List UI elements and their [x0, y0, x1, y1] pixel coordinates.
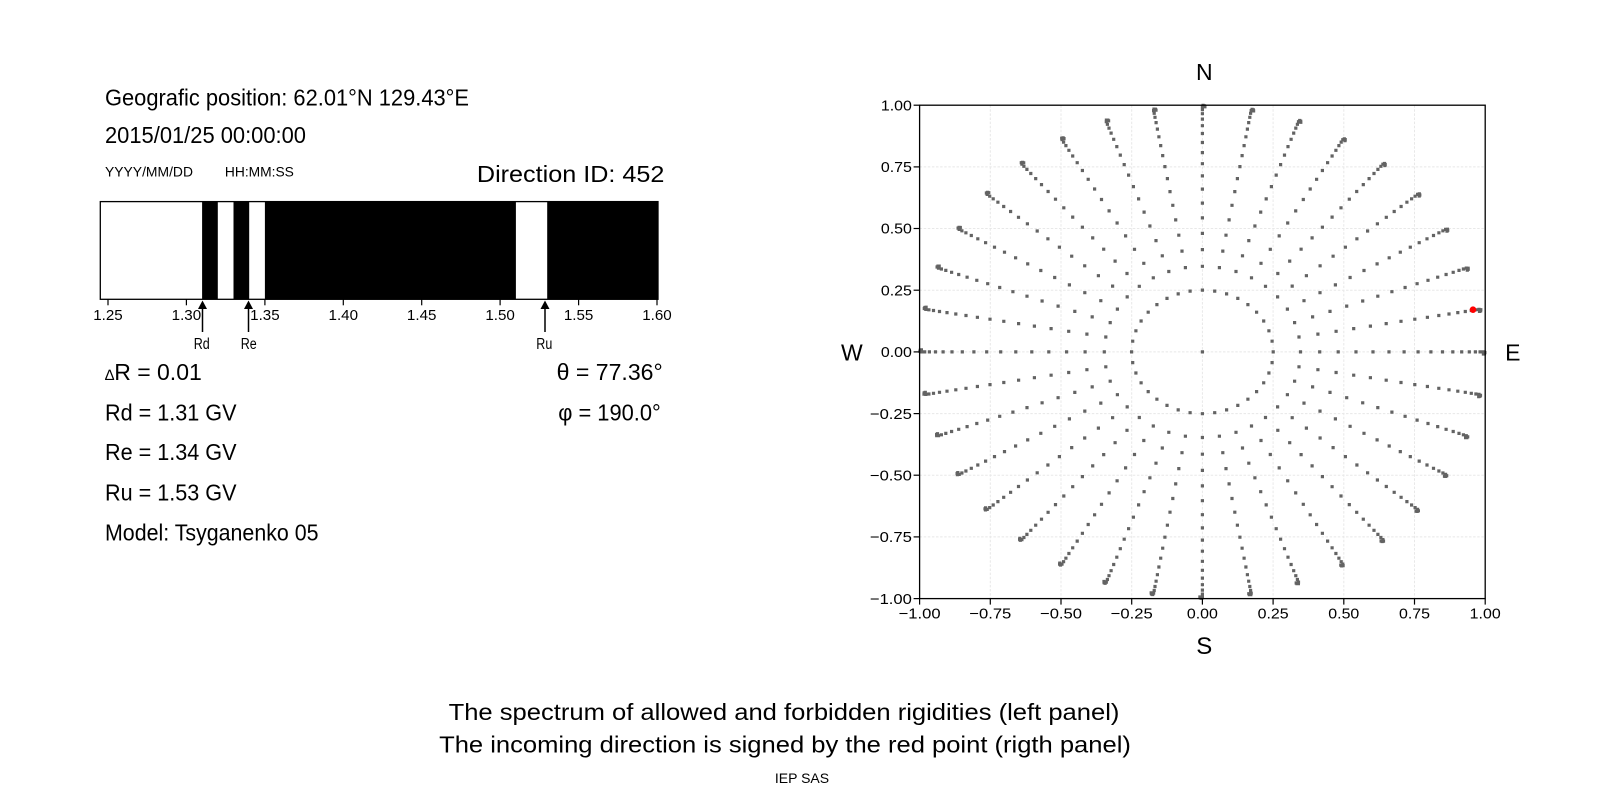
- svg-text:θ = 77.36°: θ = 77.36°: [557, 359, 663, 385]
- svg-text:Re: Re: [241, 336, 257, 353]
- svg-text:1.45: 1.45: [407, 308, 437, 324]
- svg-text:−0.25: −0.25: [870, 406, 912, 423]
- svg-text:1.50: 1.50: [485, 308, 515, 324]
- svg-text:0.00: 0.00: [1187, 606, 1218, 623]
- svg-text:−0.75: −0.75: [870, 529, 912, 546]
- svg-text:0.50: 0.50: [1328, 606, 1359, 623]
- svg-text:The spectrum of allowed and fo: The spectrum of allowed and forbidden ri…: [449, 699, 1120, 725]
- svg-text:Rd: Rd: [194, 336, 210, 353]
- svg-text:−1.00: −1.00: [899, 606, 941, 623]
- svg-text:The incoming direction is sign: The incoming direction is signed by the …: [439, 731, 1131, 757]
- svg-text:−0.50: −0.50: [1040, 606, 1082, 623]
- svg-text:0.50: 0.50: [881, 221, 912, 238]
- svg-text:−0.75: −0.75: [969, 606, 1011, 623]
- svg-text:0.25: 0.25: [1258, 606, 1289, 623]
- svg-text:1.55: 1.55: [564, 308, 594, 324]
- svg-text:IEP SAS: IEP SAS: [775, 770, 829, 786]
- svg-text:0.25: 0.25: [881, 282, 912, 299]
- svg-text:Re = 1.34 GV: Re = 1.34 GV: [105, 439, 237, 465]
- svg-text:0.75: 0.75: [881, 159, 912, 176]
- svg-text:0.00: 0.00: [881, 344, 912, 361]
- svg-text:−1.00: −1.00: [870, 591, 912, 608]
- svg-text:S: S: [1196, 633, 1212, 660]
- svg-text:1.00: 1.00: [1470, 606, 1501, 623]
- svg-text:−0.50: −0.50: [870, 467, 912, 484]
- svg-text:∆R = 0.01: ∆R = 0.01: [105, 359, 202, 385]
- svg-text:N: N: [1196, 59, 1213, 85]
- svg-text:YYYY/MM/DD: YYYY/MM/DD: [105, 165, 193, 180]
- svg-text:Rd = 1.31 GV: Rd = 1.31 GV: [105, 400, 237, 426]
- svg-text:0.75: 0.75: [1399, 606, 1430, 623]
- svg-text:W: W: [841, 339, 863, 365]
- svg-text:Model: Tsyganenko 05: Model: Tsyganenko 05: [105, 519, 319, 545]
- svg-text:1.40: 1.40: [329, 308, 359, 324]
- svg-text:E: E: [1505, 339, 1520, 365]
- svg-text:Ru: Ru: [536, 336, 552, 353]
- svg-text:1.00: 1.00: [881, 97, 912, 114]
- svg-text:1.35: 1.35: [250, 308, 280, 324]
- svg-text:−0.25: −0.25: [1111, 606, 1153, 623]
- svg-text:1.30: 1.30: [172, 308, 202, 324]
- svg-text:Ru = 1.53 GV: Ru = 1.53 GV: [105, 479, 237, 505]
- svg-text:HH:MM:SS: HH:MM:SS: [225, 165, 294, 180]
- svg-text:Direction ID: 452: Direction ID: 452: [477, 161, 664, 187]
- svg-text:φ = 190.0°: φ = 190.0°: [558, 400, 661, 426]
- svg-text:1.60: 1.60: [642, 308, 672, 324]
- svg-text:2015/01/25 00:00:00: 2015/01/25 00:00:00: [105, 122, 306, 148]
- svg-text:1.25: 1.25: [93, 308, 123, 324]
- svg-text:Geografic position: 62.01°N 12: Geografic position: 62.01°N 129.43°E: [105, 85, 469, 111]
